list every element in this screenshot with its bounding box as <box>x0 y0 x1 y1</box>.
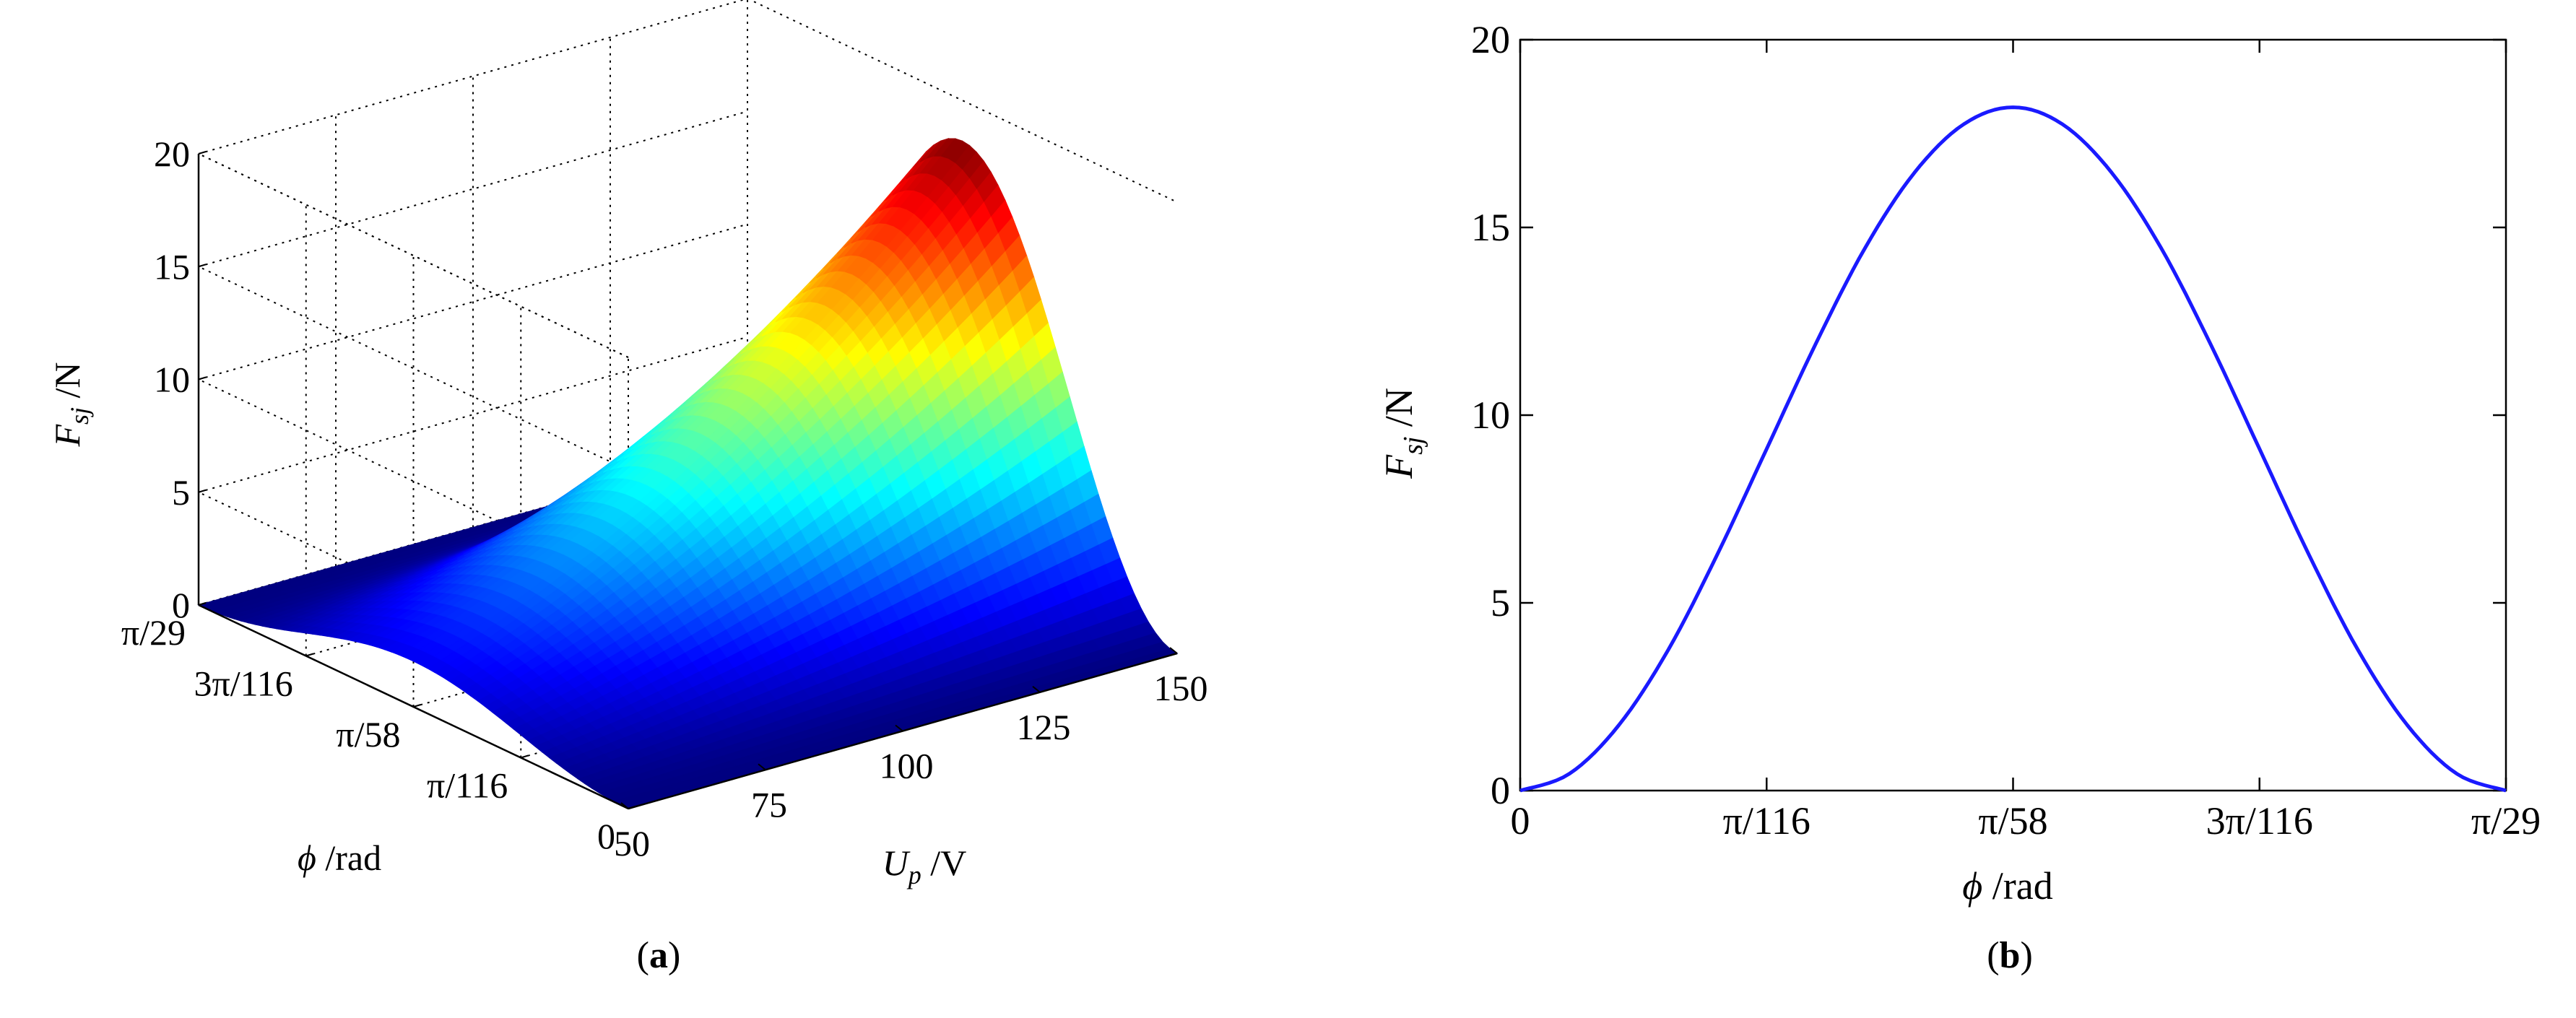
b-x-tick-label: π/58 <box>1978 799 2047 843</box>
a-x-tick-label: 150 <box>1154 668 1208 708</box>
a-x-tick <box>758 763 766 771</box>
a-x-tick <box>1169 647 1178 654</box>
a-y-axis-label: ϕ /rad <box>298 838 381 878</box>
a-x-tick <box>1032 685 1041 693</box>
a-z-tick-label: 15 <box>154 246 190 287</box>
a-z-tick-label: 0 <box>172 585 190 625</box>
a-grid-line <box>198 0 745 155</box>
b-x-tick-label: π/116 <box>1723 799 1810 843</box>
b-plot-frame <box>1519 38 2507 792</box>
b-y-tick-label: 10 <box>1471 393 1510 437</box>
b-series-line <box>1519 105 2507 793</box>
b-x-axis-label: ϕ /rad <box>1962 864 2052 908</box>
b-x-tick-label: π/29 <box>2471 799 2541 843</box>
a-grid-line <box>198 153 629 358</box>
a-x-tick-label: 75 <box>751 784 787 825</box>
b-y-tick-label: 20 <box>1471 18 1510 61</box>
a-z-tick <box>198 264 207 268</box>
b-x-tick-label: 3π/116 <box>2206 799 2313 843</box>
b-ticks: 0 5 10 15 20 0 π/116 π/58 3π/116 π/29 <box>1471 18 2541 843</box>
a-x-tick-label: 50 <box>614 823 650 863</box>
a-y-tick <box>413 704 421 708</box>
a-y-tick-label: π/29 <box>121 612 186 653</box>
a-grid-line <box>198 336 748 493</box>
a-z-tick <box>198 489 207 493</box>
a-y-tick <box>198 602 207 606</box>
a-x-axis-label: Up /V <box>882 843 967 889</box>
b-caption: (b) <box>1987 935 2033 976</box>
a-x-tick <box>895 724 903 732</box>
a-z-tick <box>198 151 207 155</box>
a-x-tick-label: 100 <box>880 746 934 786</box>
a-grid-line <box>198 153 629 358</box>
a-z-axis-label: Fsj /N <box>47 362 94 447</box>
a-y-tick-label: 0 <box>597 816 615 856</box>
b-x-tick-label: 0 <box>1511 799 1530 843</box>
a-caption: (a) <box>637 935 681 976</box>
a-grid-line <box>198 223 748 380</box>
a-surface <box>197 137 1179 809</box>
a-z-tick-label: 20 <box>154 134 190 174</box>
a-y-tick-label: 3π/116 <box>194 664 292 704</box>
a-y-tick-label: π/58 <box>336 714 400 754</box>
a-z-tick-label: 10 <box>154 360 190 400</box>
b-y-tick-label: 15 <box>1471 206 1510 249</box>
a-z-tick <box>198 376 207 380</box>
a-x-tick-label: 125 <box>1017 707 1071 747</box>
b-y-tick-label: 0 <box>1491 769 1510 812</box>
a-y-tick-label: π/116 <box>427 765 508 806</box>
a-x-tick <box>620 802 629 809</box>
a-grid-line <box>198 110 748 268</box>
b-y-tick-label: 5 <box>1491 581 1510 625</box>
a-y-tick <box>520 754 529 759</box>
a-y-tick <box>628 806 636 809</box>
a-z-tick-label: 5 <box>172 472 190 513</box>
b-y-axis-label: Fsj /N <box>1377 388 1428 479</box>
a-y-tick <box>305 653 314 657</box>
panel-b-line-chart: 0 5 10 15 20 0 π/116 π/58 3π/116 π/29 Fsj /N ϕ /r… <box>1377 18 2541 976</box>
